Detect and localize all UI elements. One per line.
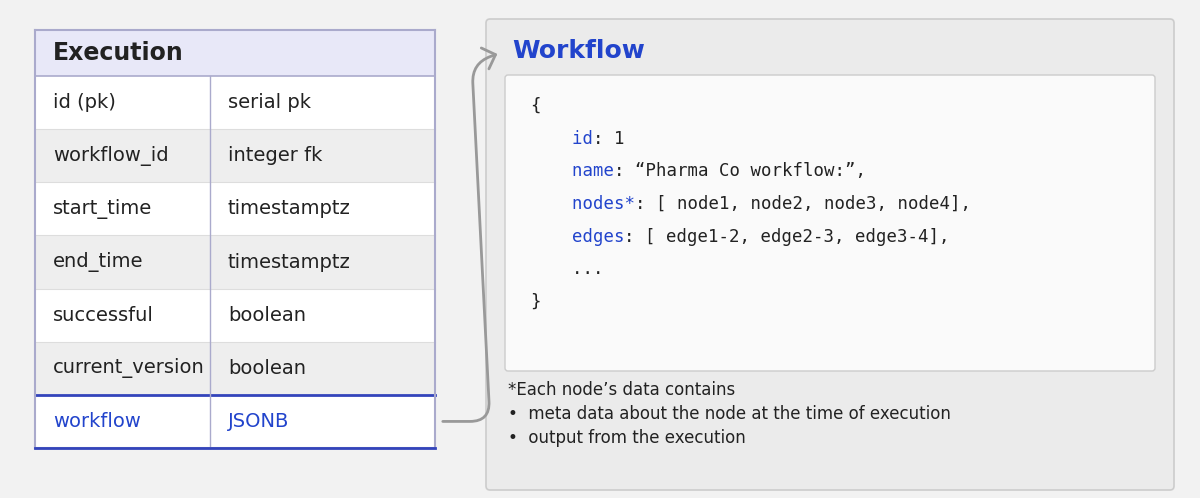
- Text: boolean: boolean: [228, 306, 306, 325]
- Text: timestamptz: timestamptz: [228, 199, 350, 218]
- FancyBboxPatch shape: [35, 395, 436, 448]
- Text: id (pk): id (pk): [53, 93, 116, 112]
- Text: •  meta data about the node at the time of execution: • meta data about the node at the time o…: [508, 405, 950, 423]
- Text: start_time: start_time: [53, 199, 152, 219]
- Text: *Each node’s data contains: *Each node’s data contains: [508, 381, 736, 399]
- Text: edges: edges: [530, 228, 624, 246]
- FancyBboxPatch shape: [35, 288, 436, 342]
- FancyBboxPatch shape: [35, 342, 436, 395]
- Text: name: name: [530, 162, 614, 180]
- Text: : 1: : 1: [593, 129, 624, 148]
- Text: nodes*: nodes*: [530, 195, 635, 213]
- Text: Execution: Execution: [53, 41, 184, 65]
- Text: integer fk: integer fk: [228, 146, 323, 165]
- FancyBboxPatch shape: [35, 129, 436, 182]
- Text: •  output from the execution: • output from the execution: [508, 429, 745, 447]
- Text: current_version: current_version: [53, 358, 205, 378]
- Text: boolean: boolean: [228, 359, 306, 378]
- Text: {: {: [530, 97, 540, 115]
- FancyBboxPatch shape: [505, 75, 1154, 371]
- Text: workflow_id: workflow_id: [53, 146, 169, 166]
- Text: id: id: [530, 129, 593, 148]
- FancyBboxPatch shape: [35, 182, 436, 236]
- Text: serial pk: serial pk: [228, 93, 311, 112]
- Text: JSONB: JSONB: [228, 412, 289, 431]
- FancyBboxPatch shape: [35, 76, 436, 129]
- Text: workflow: workflow: [53, 412, 140, 431]
- Text: }: }: [530, 293, 540, 311]
- FancyBboxPatch shape: [35, 30, 436, 76]
- Text: ...: ...: [530, 260, 604, 278]
- Text: : [ node1, node2, node3, node4],: : [ node1, node2, node3, node4],: [635, 195, 971, 213]
- FancyArrowPatch shape: [443, 48, 496, 421]
- Text: successful: successful: [53, 306, 154, 325]
- Text: end_time: end_time: [53, 252, 144, 272]
- FancyBboxPatch shape: [486, 19, 1174, 490]
- Text: : “Pharma Co workflow:”,: : “Pharma Co workflow:”,: [614, 162, 866, 180]
- Text: : [ edge1-2, edge2-3, edge3-4],: : [ edge1-2, edge2-3, edge3-4],: [624, 228, 950, 246]
- FancyBboxPatch shape: [35, 236, 436, 288]
- Text: timestamptz: timestamptz: [228, 252, 350, 271]
- Text: Workflow: Workflow: [512, 39, 644, 63]
